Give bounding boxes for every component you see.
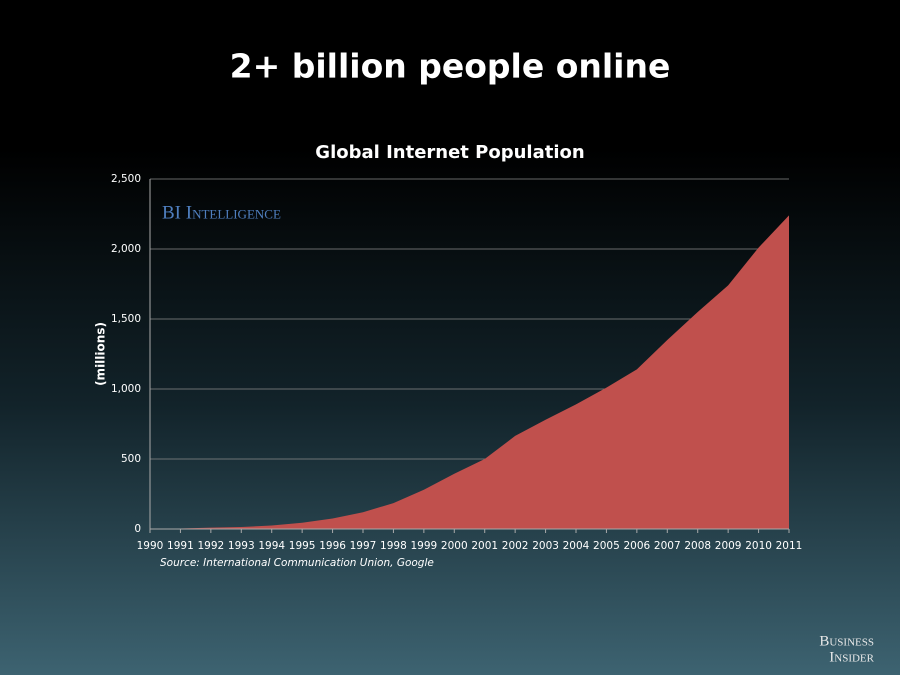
x-tick-label: 1997 (350, 540, 377, 552)
x-tick-label: 1999 (410, 540, 437, 552)
x-tick-label: 1994 (258, 540, 285, 552)
x-tick-label: 1990 (137, 540, 164, 552)
y-axis-label: (millions) (94, 322, 108, 386)
chart-title: Global Internet Population (315, 142, 584, 163)
x-tick-label: 1998 (380, 540, 407, 552)
area (150, 215, 789, 529)
x-tick-label: 2003 (532, 540, 559, 552)
y-tick-label: 1,500 (111, 313, 141, 325)
x-tick-label: 1991 (167, 540, 194, 552)
y-tick-label: 1,000 (111, 383, 141, 395)
x-tick-label: 2004 (563, 540, 590, 552)
x-tick-label: 2006 (623, 540, 650, 552)
x-tick-label: 1992 (197, 540, 224, 552)
plot: 0 500 1,000 1,500 2,000 2,500 1990 1991 1992 1993… (111, 173, 802, 552)
slide-title: 2+ billion people online (230, 47, 671, 86)
y-tick-label: 0 (134, 523, 141, 535)
x-tick-label: 2009 (715, 540, 742, 552)
watermark: BI Intelligence (162, 202, 281, 223)
x-tick-label: 2000 (441, 540, 468, 552)
x-tick-label: 2011 (776, 540, 803, 552)
y-tick-label: 500 (121, 453, 141, 465)
x-tick-label: 2007 (654, 540, 681, 552)
x-tick-label: 2001 (471, 540, 498, 552)
logo: Insider (829, 649, 874, 665)
x-tick-label: 2010 (745, 540, 772, 552)
x-tick-label: 1995 (289, 540, 316, 552)
x-tick-label: 2005 (593, 540, 620, 552)
y-tick-label: 2,500 (111, 173, 141, 185)
y-tick-label: 2,000 (111, 243, 141, 255)
x-tick-label: 1993 (228, 540, 255, 552)
x-tick-label: 2002 (502, 540, 529, 552)
logo: Business (819, 633, 874, 649)
source-note: Source: International Communication Unio… (160, 557, 434, 569)
x-tick-label: 2008 (684, 540, 711, 552)
x-tick-label: 1996 (319, 540, 346, 552)
